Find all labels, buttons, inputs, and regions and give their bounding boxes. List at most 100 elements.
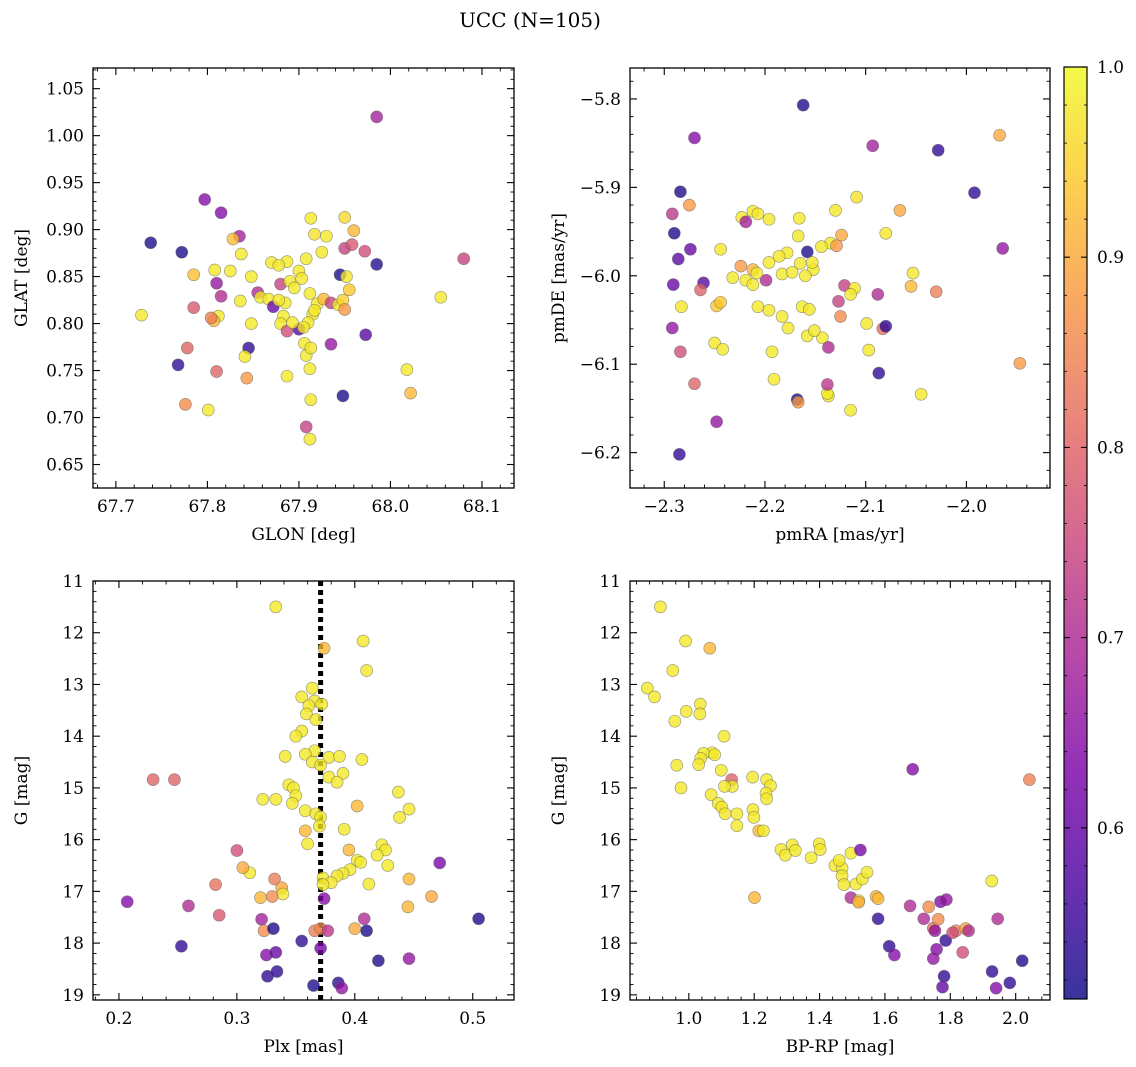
data-point [775, 310, 789, 323]
data-point [830, 239, 843, 253]
y-tick-label: 0.85 [46, 268, 84, 288]
x-tick-label: 1.0 [675, 1009, 702, 1029]
data-point [747, 811, 761, 824]
data-point [214, 206, 228, 220]
y-tick-label: 18 [62, 934, 84, 954]
data-point [674, 345, 687, 359]
data-point [791, 395, 805, 409]
data-point [244, 317, 258, 330]
data-point [765, 345, 779, 359]
data-point [179, 398, 192, 411]
y-tick-label: 0.90 [46, 221, 84, 241]
data-point [316, 878, 330, 891]
data-point [832, 295, 845, 308]
data-point [936, 980, 949, 994]
data-point [871, 892, 885, 905]
data-point [800, 245, 814, 259]
data-point [381, 859, 395, 872]
data-point [234, 247, 248, 261]
x-tick-label: 1.8 [937, 1009, 964, 1029]
data-point [710, 415, 723, 429]
y-tick-label: 15 [62, 779, 84, 799]
y-tick-label: 12 [62, 624, 84, 644]
data-point [985, 874, 999, 888]
data-point [285, 797, 299, 810]
x-tick-label: −2.0 [946, 497, 987, 517]
data-point [750, 266, 764, 280]
data-point [852, 895, 865, 909]
data-point [342, 843, 356, 857]
data-point [175, 939, 188, 953]
data-point [708, 748, 722, 762]
data-point [751, 300, 765, 314]
colorbar-tick-label: 0.6 [1097, 819, 1124, 839]
data-point [679, 634, 692, 648]
data-point [837, 878, 851, 891]
data-point [904, 280, 918, 293]
data-point [425, 890, 438, 903]
data-point [301, 837, 314, 851]
data-point [270, 965, 284, 978]
data-point [1023, 773, 1036, 786]
data-point [308, 304, 321, 317]
axes-frame [92, 67, 515, 489]
data-point [372, 954, 385, 968]
data-point [785, 265, 799, 279]
data-point [317, 892, 331, 905]
data-point [355, 753, 369, 766]
data-point [314, 758, 327, 772]
data-point [762, 212, 776, 226]
data-point [675, 300, 688, 314]
y-tick-label: 13 [599, 675, 621, 695]
data-point [718, 780, 731, 793]
data-point [304, 393, 318, 407]
data-point [315, 697, 329, 711]
data-point [303, 362, 317, 376]
y-tick-label: 0.65 [46, 456, 84, 476]
data-point [757, 824, 770, 838]
data-point [816, 331, 829, 345]
data-point [674, 185, 687, 199]
data-point [937, 969, 951, 983]
y-tick-label: −6.0 [580, 267, 621, 287]
data-point [968, 186, 981, 200]
data-point [813, 843, 827, 856]
data-point [434, 290, 448, 304]
data-point [295, 272, 309, 285]
data-point [298, 804, 312, 818]
data-point [286, 316, 299, 329]
data-point [276, 887, 290, 901]
data-point [244, 270, 258, 283]
data-point [739, 215, 753, 229]
y-tick-label: 16 [599, 831, 621, 851]
data-point [269, 792, 283, 806]
scatter-points [665, 98, 1027, 461]
data-point [240, 371, 254, 385]
data-point [175, 245, 189, 259]
data-point [135, 308, 148, 322]
data-point [401, 900, 415, 914]
data-point [267, 922, 280, 935]
data-point [370, 258, 384, 271]
colorbar-tick-label: 1.0 [1097, 58, 1124, 78]
axes-frame [629, 580, 1051, 1001]
data-point [295, 690, 309, 704]
x-tick-label: 67.7 [97, 497, 135, 517]
data-point [338, 303, 352, 316]
data-point [717, 729, 731, 743]
data-point [748, 891, 761, 904]
data-point [287, 281, 301, 295]
data-point [404, 386, 417, 400]
data-point [357, 912, 371, 926]
data-point [336, 389, 350, 403]
data-point [829, 204, 842, 217]
data-point [472, 912, 485, 926]
x-tick-label: 67.9 [280, 497, 318, 517]
data-point [798, 269, 812, 283]
data-point [759, 273, 773, 287]
data-point [991, 912, 1005, 926]
data-point [726, 271, 740, 284]
data-point [996, 242, 1010, 255]
axes-frame [629, 67, 1051, 489]
data-point [772, 249, 786, 263]
